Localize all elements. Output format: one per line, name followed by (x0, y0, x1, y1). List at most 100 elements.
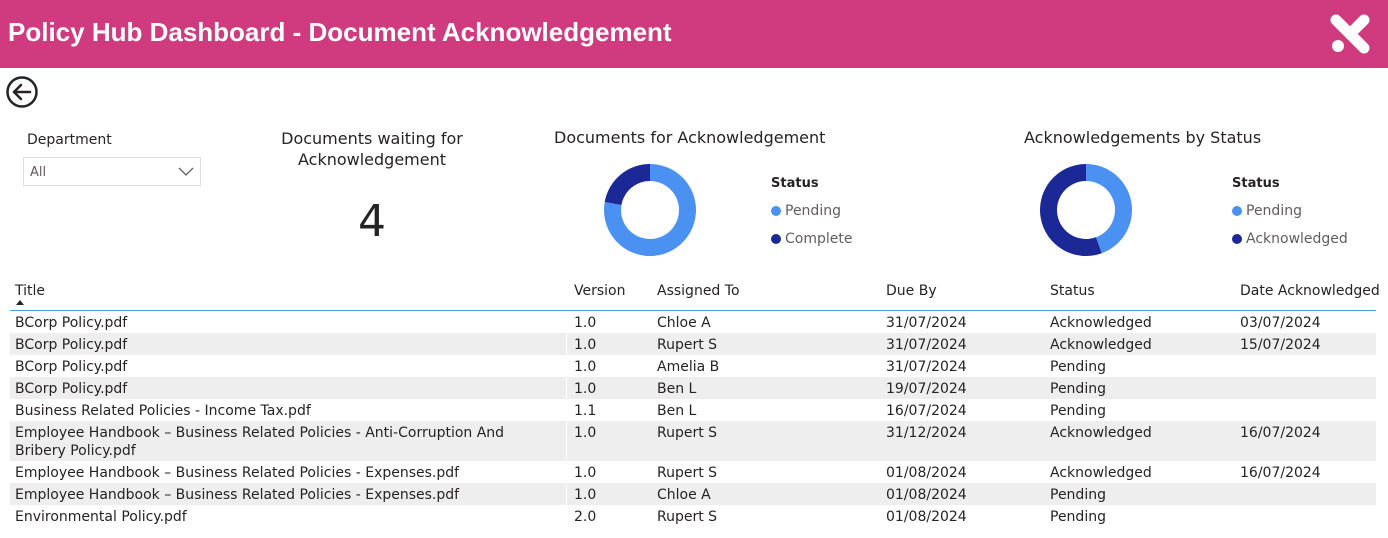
department-dropdown-value: All (30, 165, 47, 180)
card-value: 4 (358, 196, 386, 247)
column-header-date-acknowledged[interactable]: Date Acknowledged (1240, 283, 1380, 299)
page-title: Policy Hub Dashboard - Document Acknowle… (8, 17, 672, 47)
card-title: Documents waiting for Acknowledgement (281, 129, 463, 169)
acknowledgements-legend-title: Status (1232, 176, 1280, 191)
cell-title: Business Related Policies - Income Tax.p… (15, 403, 311, 419)
documents-donut-chart[interactable] (602, 162, 698, 258)
table-row[interactable]: BCorp Policy.pdf 1.0 Chloe A 31/07/2024 Ackn… (10, 311, 1376, 333)
cell-title: BCorp Policy.pdf (15, 337, 128, 353)
cell-version: 1.0 (574, 337, 597, 353)
cell-status: Pending (1050, 403, 1106, 419)
cell-title: BCorp Policy.pdf (15, 381, 128, 397)
legend-label: Complete (785, 231, 853, 247)
cell-title: Employee Handbook – Business Related Pol… (15, 425, 505, 459)
column-header-status[interactable]: Status (1050, 283, 1095, 299)
cell-assigned-to: Rupert S (657, 465, 718, 481)
documents-slice-complete[interactable] (604, 164, 650, 205)
cell-status: Pending (1050, 509, 1106, 525)
table-row[interactable]: BCorp Policy.pdf 1.0 Rupert S 31/07/2024 Ack… (10, 333, 1376, 355)
cell-divider (566, 333, 567, 355)
cell-date-acknowledged: 16/07/2024 (1240, 425, 1321, 441)
cell-assigned-to: Chloe A (657, 487, 711, 503)
acknowledgements-slice-acknowledged[interactable] (1040, 164, 1102, 256)
documents-legend-item-complete[interactable]: Complete (771, 225, 852, 253)
back-button[interactable] (5, 75, 39, 109)
column-header-assigned-to[interactable]: Assigned To (657, 283, 740, 299)
table-row[interactable]: Business Related Policies - Income Tax.p… (10, 399, 1376, 421)
cell-status: Acknowledged (1050, 425, 1152, 441)
cell-due-by: 01/08/2024 (886, 465, 967, 481)
legend-label: Acknowledged (1246, 231, 1348, 247)
acknowledgements-chart-title: Acknowledgements by Status (1024, 128, 1262, 147)
cell-title: Environmental Policy.pdf (15, 509, 187, 525)
table-row[interactable]: Environmental Policy.pdf 2.0 Rupert S 01/08… (10, 505, 1376, 527)
table-row[interactable]: BCorp Policy.pdf 1.0 Amelia B 31/07/2024 Pen… (10, 355, 1376, 377)
cell-status: Pending (1050, 381, 1106, 397)
cell-assigned-to: Rupert S (657, 337, 718, 353)
cell-due-by: 01/08/2024 (886, 487, 967, 503)
documents-legend: Status Pending Complete (771, 176, 852, 253)
cell-status: Pending (1050, 487, 1106, 503)
cell-status: Acknowledged (1050, 337, 1152, 353)
cell-assigned-to: Rupert S (657, 509, 718, 525)
cell-date-acknowledged: 16/07/2024 (1240, 465, 1321, 481)
cell-version: 1.1 (574, 403, 597, 419)
arrow-left-circle-icon (6, 76, 38, 108)
cell-title: Employee Handbook – Business Related Pol… (15, 465, 460, 481)
cell-due-by: 01/08/2024 (886, 509, 967, 525)
legend-dot (771, 234, 781, 244)
table-row[interactable]: Employee Handbook – Business Related Pol… (10, 461, 1376, 483)
documents-legend-item-pending[interactable]: Pending (771, 197, 852, 225)
legend-dot (1232, 234, 1242, 244)
cell-due-by: 19/07/2024 (886, 381, 967, 397)
header-bar: Policy Hub Dashboard - Document Acknowle… (0, 0, 1388, 68)
cell-version: 1.0 (574, 359, 597, 375)
logo-icon (1330, 14, 1370, 54)
documents-legend-title: Status (771, 176, 819, 191)
department-slicer-label: Department (27, 132, 112, 148)
acknowledgements-legend-item-pending[interactable]: Pending (1232, 197, 1348, 225)
acknowledgements-legend-item-acknowledged[interactable]: Acknowledged (1232, 225, 1348, 253)
column-header-version[interactable]: Version (574, 283, 626, 299)
legend-dot (771, 206, 781, 216)
table-header: Title Version Assigned To Due By Status … (10, 280, 1380, 311)
cell-assigned-to: Amelia B (657, 359, 720, 375)
cell-divider (566, 483, 567, 505)
cell-divider (566, 421, 567, 461)
cell-date-acknowledged: 15/07/2024 (1240, 337, 1321, 353)
cell-assigned-to: Ben L (657, 381, 697, 397)
cell-version: 1.0 (574, 315, 597, 331)
table-row[interactable]: BCorp Policy.pdf 1.0 Ben L 19/07/2024 Pendin… (10, 377, 1376, 399)
cell-version: 1.0 (574, 487, 597, 503)
chevron-down-icon (178, 167, 194, 176)
cell-version: 1.0 (574, 465, 597, 481)
legend-dot (1232, 206, 1242, 216)
cell-due-by: 31/12/2024 (886, 425, 967, 441)
table-body: BCorp Policy.pdf 1.0 Chloe A 31/07/2024 Ackn… (10, 311, 1376, 527)
cell-version: 1.0 (574, 425, 597, 441)
cell-due-by: 31/07/2024 (886, 359, 967, 375)
acknowledgements-legend: Status Pending Acknowledged (1232, 176, 1348, 253)
legend-label: Pending (1246, 203, 1302, 219)
acknowledgements-slice-pending[interactable] (1086, 164, 1132, 254)
column-header-due-by[interactable]: Due By (886, 283, 937, 299)
cell-assigned-to: Ben L (657, 403, 697, 419)
cell-title: BCorp Policy.pdf (15, 315, 128, 331)
cell-version: 1.0 (574, 381, 597, 397)
documents-chart-title: Documents for Acknowledgement (554, 128, 826, 147)
table-row[interactable]: Employee Handbook – Business Related Pol… (10, 421, 1376, 461)
cell-title: Employee Handbook – Business Related Pol… (15, 487, 460, 503)
column-header-title[interactable]: Title (15, 283, 46, 299)
cell-status: Pending (1050, 359, 1106, 375)
acknowledgements-donut-chart[interactable] (1038, 162, 1134, 258)
cell-status: Acknowledged (1050, 465, 1152, 481)
cell-title: BCorp Policy.pdf (15, 359, 128, 375)
documents-slice-pending[interactable] (604, 164, 696, 256)
cell-date-acknowledged: 03/07/2024 (1240, 315, 1321, 331)
department-dropdown[interactable]: All (23, 157, 201, 186)
cell-due-by: 31/07/2024 (886, 337, 967, 353)
legend-label: Pending (785, 203, 841, 219)
cell-version: 2.0 (574, 509, 597, 525)
table-row[interactable]: Employee Handbook – Business Related Pol… (10, 483, 1376, 505)
cell-divider (566, 377, 567, 399)
